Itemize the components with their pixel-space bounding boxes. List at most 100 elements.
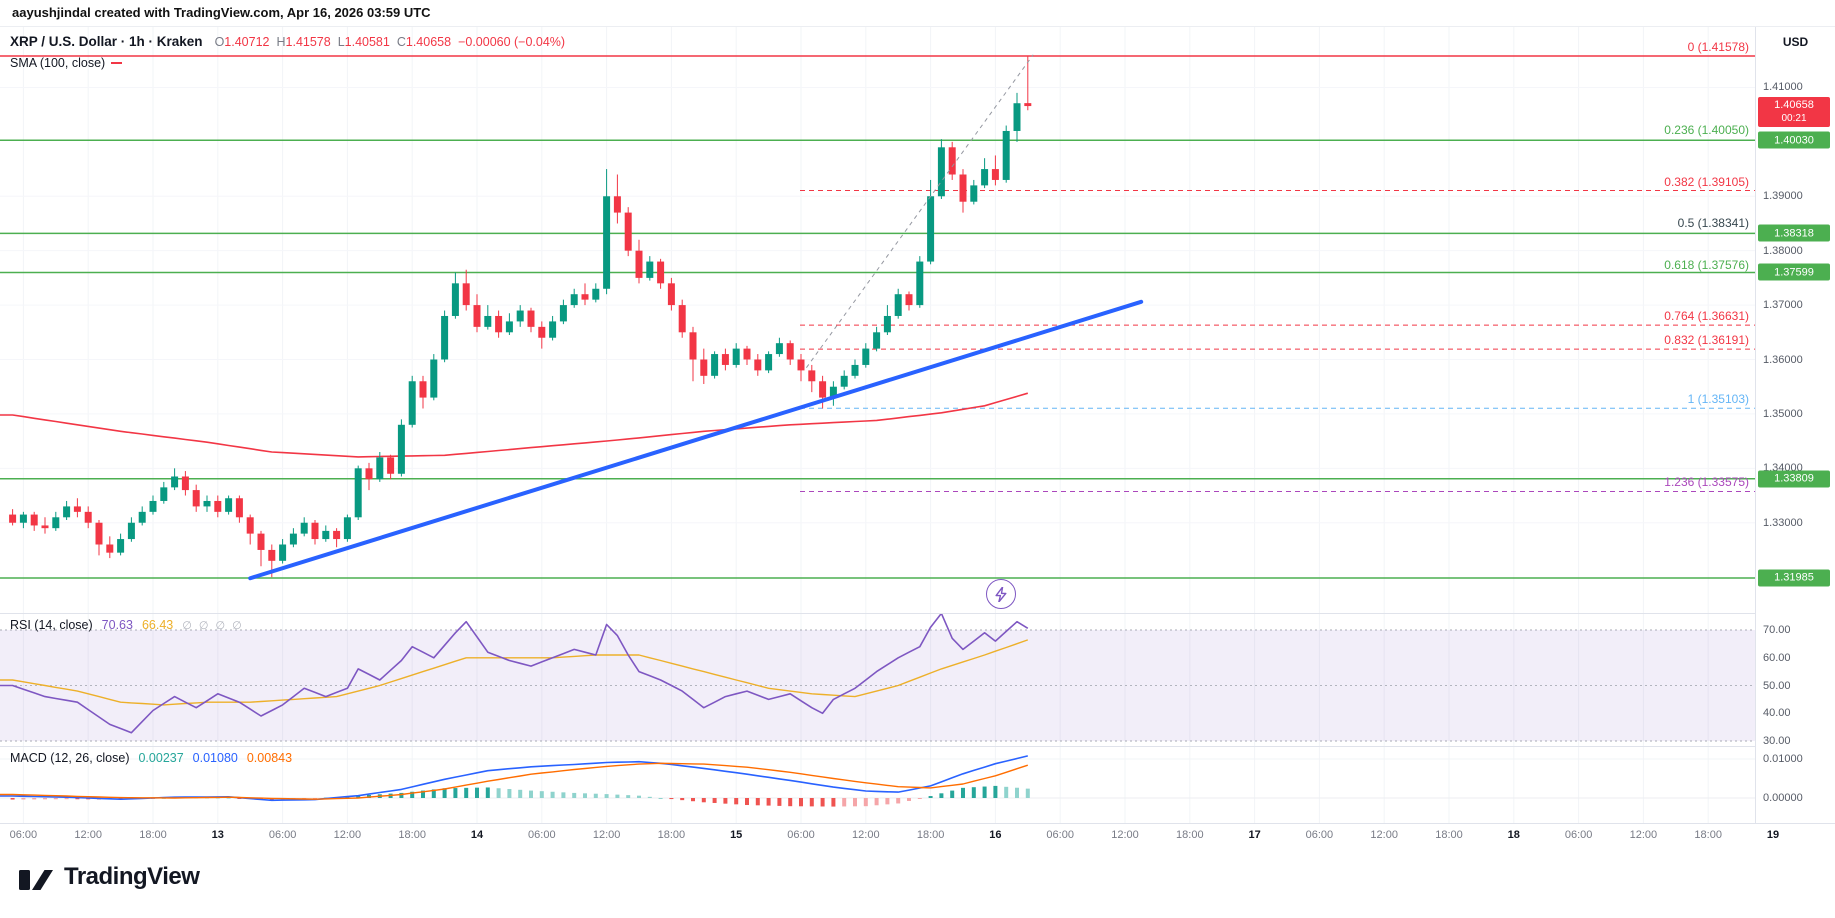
sma-legend[interactable]: SMA (100, close) xyxy=(10,56,123,70)
panel-separator[interactable] xyxy=(0,613,1835,614)
price-tick: 1.35000 xyxy=(1763,407,1803,420)
fib-label-0.382[interactable]: 0.382 (1.39105) xyxy=(1664,174,1749,189)
panel-separator[interactable] xyxy=(0,746,1835,747)
fib-label-1.236[interactable]: 1.236 (1.33575) xyxy=(1664,475,1749,490)
time-label-hour: 06:00 xyxy=(268,829,297,841)
last-price-badge: 1.40658 00:21 xyxy=(1758,97,1830,128)
macd-histogram xyxy=(10,785,1030,807)
time-label-hour: 06:00 xyxy=(528,829,556,841)
sma-line xyxy=(0,392,1029,458)
macd-signal-line xyxy=(0,762,1029,800)
symbol-title[interactable]: XRP / U.S. Dollar · 1h · Kraken xyxy=(10,34,203,49)
currency-label[interactable]: USD xyxy=(1782,35,1809,49)
macd-label: MACD (12, 26, close) xyxy=(10,751,130,765)
bar-countdown: 00:21 xyxy=(1781,113,1807,125)
time-label-hour: 12:00 xyxy=(1111,829,1139,841)
time-label-hour: 12:00 xyxy=(333,829,362,841)
rsi-panel-canvas[interactable] xyxy=(0,613,1755,746)
rsi-ma-value: 66.43 xyxy=(141,618,174,632)
price-axis-separator xyxy=(1755,27,1756,846)
trendline[interactable] xyxy=(248,299,1144,581)
high-value: 1.41578 xyxy=(285,35,331,49)
time-label-hour: 18:00 xyxy=(657,829,686,841)
high-label: H xyxy=(276,35,286,49)
time-axis[interactable]: 06:00 12:00 18:00 13 06:00 12:00 18:00 14 06:00 1… xyxy=(0,823,1835,847)
price-tick: 1.38000 xyxy=(1763,244,1803,257)
price-tick: 1.39000 xyxy=(1763,190,1803,203)
last-price-value: 1.40658 xyxy=(1774,99,1814,112)
gridlines xyxy=(22,27,1709,613)
rsi-legend[interactable]: RSI (14, close) 70.63 66.43 ∅ ∅ ∅ ∅ xyxy=(10,618,244,632)
footer-bar: TradingView xyxy=(0,845,1835,918)
time-label-hour: 18:00 xyxy=(398,829,426,841)
macd-legend[interactable]: MACD (12, 26, close) 0.00237 0.01080 0.0… xyxy=(10,751,292,765)
rsi-tick: 70.00 xyxy=(1763,624,1791,636)
close-value: 1.40658 xyxy=(405,35,452,49)
time-label-hour: 18:00 xyxy=(1435,829,1463,841)
hidden-values-icons: ∅ ∅ ∅ ∅ xyxy=(182,620,244,632)
time-label-day: 16 xyxy=(989,829,1002,841)
time-label-hour: 06:00 xyxy=(787,829,815,841)
fib-label-0.5[interactable]: 0.5 (1.38341) xyxy=(1677,216,1749,231)
time-label-day: 17 xyxy=(1248,829,1261,841)
time-label-hour: 12:00 xyxy=(1629,829,1658,841)
open-label: O xyxy=(214,35,225,49)
price-tick: 1.36000 xyxy=(1763,353,1803,366)
macd-signal-value: 0.00843 xyxy=(246,751,293,765)
time-label-day: 19 xyxy=(1766,829,1780,841)
main-chart-canvas[interactable] xyxy=(0,27,1755,613)
rsi-label: RSI (14, close) xyxy=(10,618,93,632)
fib-label-0.236[interactable]: 0.236 (1.40050) xyxy=(1664,123,1749,138)
lightning-button[interactable] xyxy=(986,579,1016,609)
tradingview-wordmark: TradingView xyxy=(64,863,200,890)
chart-legend: XRP / U.S. Dollar · 1h · Kraken O1.40712… xyxy=(10,34,565,49)
fib-label-0.618[interactable]: 0.618 (1.37576) xyxy=(1664,257,1749,272)
lightning-icon xyxy=(994,586,1006,602)
time-label-hour: 06:00 xyxy=(1046,829,1074,841)
time-label-hour: 06:00 xyxy=(1564,829,1593,841)
low-label: L xyxy=(337,35,345,49)
macd-tick: 0.01000 xyxy=(1763,752,1803,765)
fib-label-0.832[interactable]: 0.832 (1.36191) xyxy=(1664,333,1749,348)
rsi-tick: 30.00 xyxy=(1763,735,1791,747)
rsi-ma-line xyxy=(0,639,1029,706)
time-label-hour: 12:00 xyxy=(74,829,102,841)
time-label-hour: 18:00 xyxy=(139,829,167,841)
price-tick: 1.37000 xyxy=(1763,299,1803,312)
time-label-day: 14 xyxy=(470,829,484,841)
tradingview-mark-icon xyxy=(19,870,53,890)
level-price-badge: 1.33809 xyxy=(1758,470,1830,488)
projection-line[interactable] xyxy=(805,54,1034,368)
candles xyxy=(9,56,1032,578)
change-value: −0.00060 (−0.04%) xyxy=(458,35,566,49)
time-label-hour: 06:00 xyxy=(9,829,38,841)
time-label-hour: 12:00 xyxy=(852,829,880,841)
rsi-tick: 60.00 xyxy=(1763,651,1791,664)
level-price-badge: 1.40030 xyxy=(1758,131,1830,149)
fib-label-1[interactable]: 1 (1.35103) xyxy=(1687,392,1749,407)
attribution-text: aayushjindal created with TradingView.co… xyxy=(12,5,431,20)
close-label: C xyxy=(396,35,406,49)
time-label-hour: 12:00 xyxy=(592,829,621,841)
fib-label-0.764[interactable]: 0.764 (1.36631) xyxy=(1664,309,1749,324)
fib-label-0[interactable]: 0 (1.41578) xyxy=(1687,40,1749,54)
rsi-line xyxy=(0,613,1029,734)
macd-line xyxy=(0,755,1028,802)
time-label-hour: 18:00 xyxy=(916,829,945,841)
rsi-tick: 50.00 xyxy=(1763,679,1791,692)
sma-color-mark xyxy=(111,62,123,64)
macd-panel-canvas[interactable] xyxy=(0,746,1755,823)
level-price-badge: 1.37599 xyxy=(1758,263,1830,281)
macd-hist-value: 0.00237 xyxy=(138,751,184,765)
price-tick: 1.33000 xyxy=(1763,516,1803,529)
level-price-badge: 1.38318 xyxy=(1758,224,1830,242)
open-value: 1.40712 xyxy=(224,35,270,49)
time-label-hour: 06:00 xyxy=(1305,829,1334,841)
chart-container[interactable]: XRP / U.S. Dollar · 1h · Kraken O1.40712… xyxy=(0,26,1835,847)
price-axis[interactable]: USD 1.40658 00:21 1.41000 1.39000 1.38000 1… xyxy=(1756,27,1835,846)
macd-tick: 0.00000 xyxy=(1763,791,1803,804)
tradingview-logo[interactable]: TradingView xyxy=(18,862,200,892)
time-label-day: 18 xyxy=(1507,829,1520,841)
time-label-day: 13 xyxy=(211,829,224,841)
rsi-band xyxy=(0,630,1755,742)
